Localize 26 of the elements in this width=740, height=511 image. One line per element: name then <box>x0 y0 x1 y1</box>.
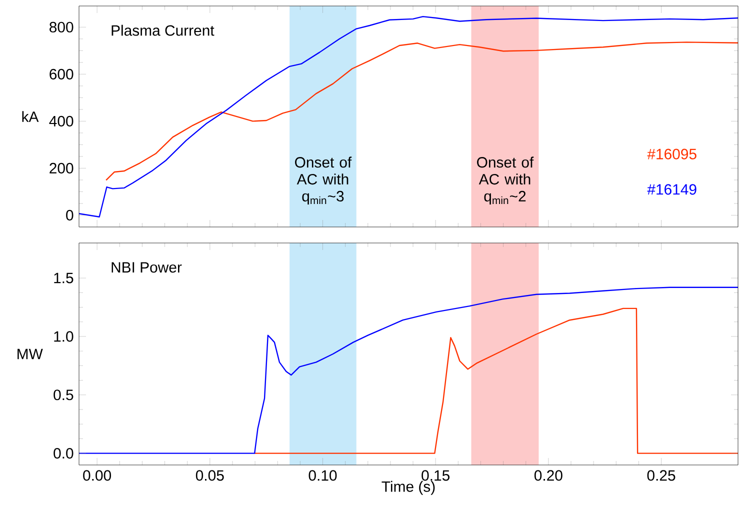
text: NBI Power <box>112 262 182 273</box>
line-series <box>79 16 738 218</box>
y-tick-label: 0 <box>66 210 74 221</box>
y-tick-label: 1.5 <box>54 272 74 284</box>
y-tick-label: 800 <box>50 22 74 32</box>
y-tick-label: 600 <box>50 68 74 80</box>
x-tick-label: 0.10 <box>308 470 337 481</box>
x-tick-label: 0.20 <box>534 470 562 481</box>
text: Plasma Current <box>112 24 214 36</box>
band-label: Onset of AC with q$_{min}$~2 <box>477 156 534 204</box>
y-tick-label: 400 <box>49 116 74 126</box>
x-tick-label: 0.15 <box>422 470 450 481</box>
x-tick-label: 0.00 <box>83 470 112 481</box>
y-axis-title: kA <box>22 111 39 122</box>
y-tick-label: 200 <box>50 162 74 174</box>
text: #16095 <box>647 148 696 160</box>
text: #16149 <box>647 184 696 195</box>
y-axis-title: MW <box>18 348 43 360</box>
band-label: Onset of AC with q$_{min}$~3 <box>295 156 352 204</box>
y-tick-label: 0.5 <box>54 390 74 400</box>
y-tick-label: 1.0 <box>54 331 74 342</box>
x-axis-title: Time (s) <box>382 480 435 495</box>
x-tick-label: 0.25 <box>647 470 676 481</box>
x-tick-label: 0.05 <box>196 470 224 481</box>
y-tick-label: 0.0 <box>54 448 74 459</box>
line-series <box>254 308 738 454</box>
